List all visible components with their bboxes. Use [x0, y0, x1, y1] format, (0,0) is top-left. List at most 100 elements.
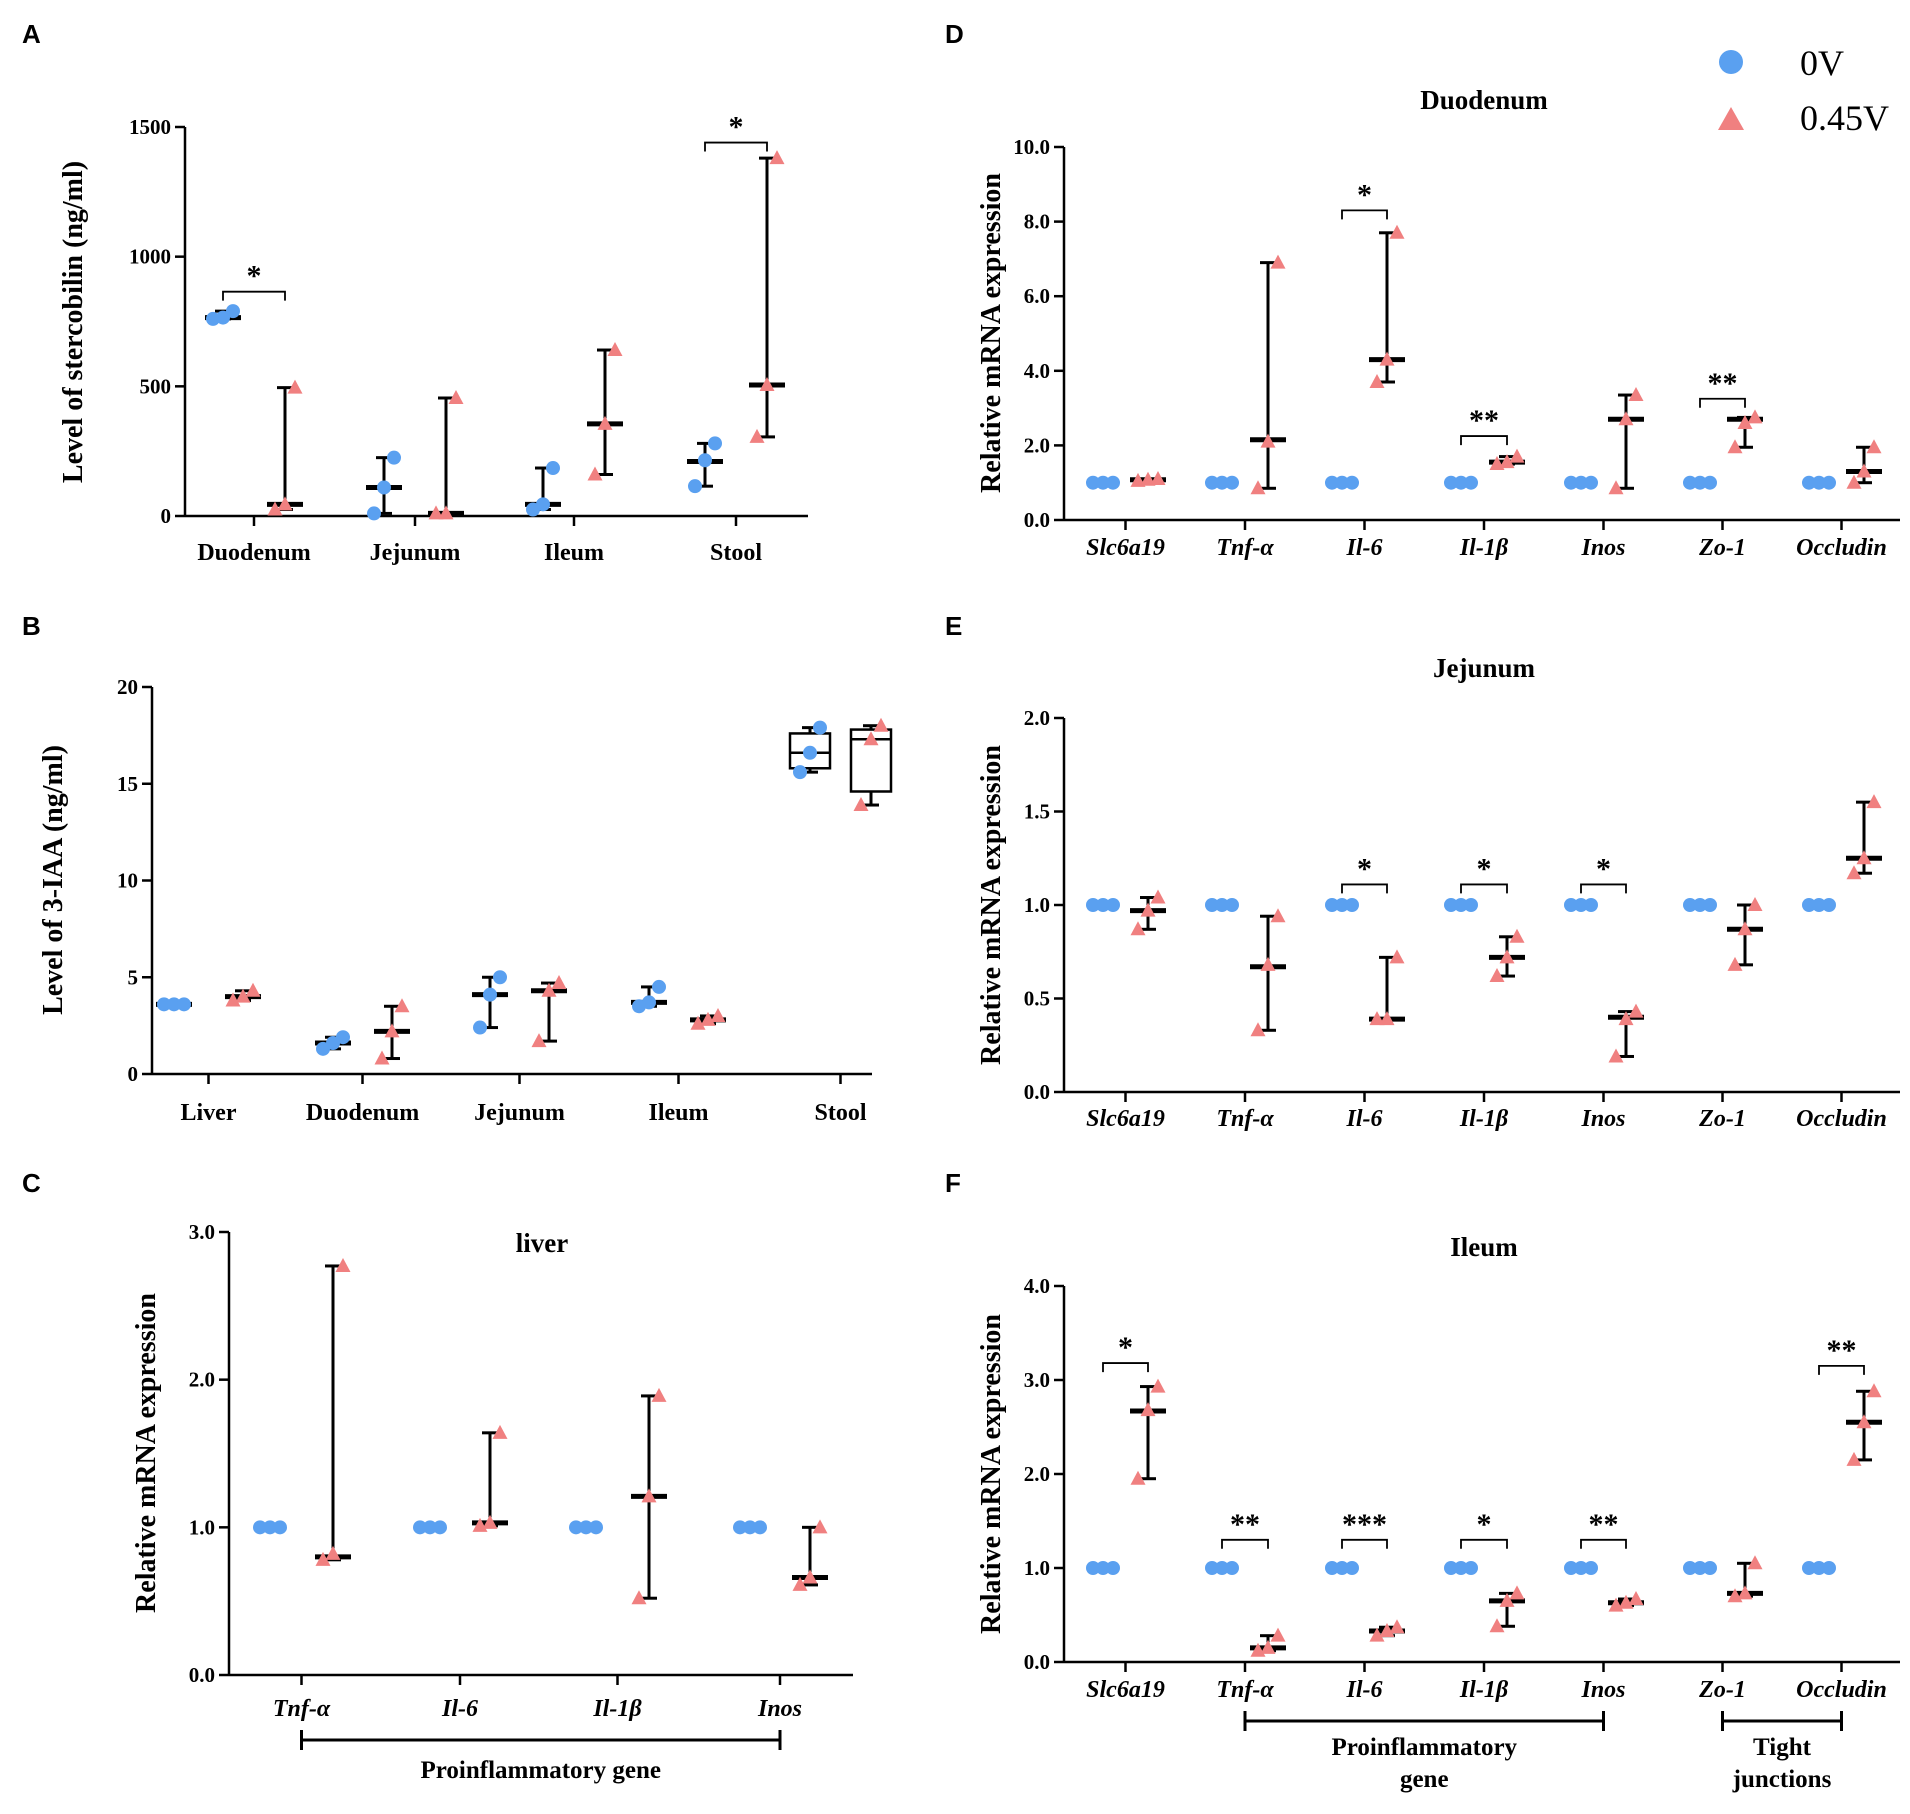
data-point-045v [1250, 480, 1266, 495]
x-tick-label-inos: Inos [1580, 1677, 1625, 1703]
data-point-0v [1683, 898, 1697, 912]
data-point-0v [1574, 1561, 1588, 1575]
data-point-045v [287, 379, 303, 394]
data-point-045v [1130, 472, 1146, 487]
group-label-text: Proinflammatory [1331, 1734, 1517, 1761]
significance-bracket [1221, 1538, 1269, 1549]
group-label-tight-junctions: Tight junctions [1721, 1711, 1843, 1793]
data-point-045v [482, 1514, 498, 1529]
panel-letter: B [22, 611, 41, 641]
data-point-0v [1564, 1561, 1578, 1575]
data-group-0v-il-6 [1325, 898, 1359, 912]
data-point-0v [336, 1030, 350, 1045]
significance-label: * [729, 111, 744, 144]
data-point-0v [1454, 898, 1468, 912]
data-point-045v [631, 1590, 647, 1605]
data-group-0v-duodenum [315, 1030, 351, 1056]
data-point-0v [569, 1520, 583, 1535]
significance-bracket [1580, 883, 1627, 894]
data-point-045v [587, 466, 603, 481]
data-group-0-45v-il-1 [631, 1387, 667, 1605]
data-point-0v [1345, 475, 1359, 490]
data-group-0v-tnf [1205, 1561, 1239, 1575]
y-tick-label: 3.0 [189, 1220, 215, 1244]
data-point-045v [853, 797, 869, 812]
x-tick-label-stool: Stool [814, 1100, 866, 1126]
data-group-0-45v-jejunum [428, 390, 464, 520]
data-point-0v [1444, 1561, 1458, 1575]
significance-label: * [1596, 852, 1611, 885]
data-point-045v [1260, 956, 1276, 971]
data-point-0v [226, 304, 240, 319]
data-group-0-45v-ileum [690, 1007, 726, 1030]
data-group-0v-tnf [253, 1520, 287, 1535]
data-point-045v [1727, 956, 1743, 971]
y-tick-label: 2.0 [1024, 1462, 1050, 1486]
data-group-0-45v-il-6 [1369, 949, 1405, 1026]
y-tick-label: 500 [140, 374, 172, 398]
x-tick-label-tnf: Tnf-α [1216, 535, 1274, 561]
significance-bracket [1102, 1362, 1149, 1373]
y-tick-label: 6.0 [1024, 284, 1050, 308]
data-group-0-45v-tnf [315, 1257, 351, 1566]
group-label-proinflammatory-gene: Proinflammatory gene [1243, 1711, 1605, 1793]
data-point-045v [1737, 921, 1753, 936]
chart-title: Ileum [1450, 1232, 1518, 1262]
data-point-0v [1693, 475, 1707, 490]
y-tick-label: 10.0 [1013, 135, 1050, 159]
data-point-0v [1444, 475, 1458, 490]
significance-bracket [1580, 1538, 1627, 1549]
data-point-045v [448, 390, 464, 405]
data-group-0-45v-liver [225, 982, 261, 1007]
data-group-0-45v-tnf [1250, 908, 1286, 1037]
data-point-045v [438, 505, 454, 520]
data-point-0v [803, 745, 817, 760]
data-point-0v [1325, 475, 1339, 490]
data-point-0v [1225, 475, 1239, 490]
data-point-0v [387, 450, 401, 465]
significance-label: * [247, 260, 262, 293]
significance-label: * [1477, 852, 1492, 885]
y-axis-label: Relative mRNA expression [976, 745, 1007, 1065]
data-point-0v [536, 497, 550, 512]
data-point-0v [1325, 1561, 1339, 1575]
data-group-0v-jejunum [472, 970, 508, 1035]
data-point-0v [1464, 1561, 1478, 1575]
data-point-0v [652, 979, 666, 994]
data-point-045v [759, 377, 775, 392]
data-point-0v [579, 1520, 593, 1535]
data-point-045v [1379, 351, 1395, 366]
data-point-0v [1454, 1561, 1468, 1575]
data-group-0-45v-duodenum [267, 379, 303, 516]
panel-letter: A [22, 19, 41, 49]
data-point-0v [1086, 475, 1100, 490]
data-point-045v [1856, 850, 1872, 865]
data-point-045v [277, 496, 293, 511]
data-point-0v [698, 453, 712, 468]
data-point-045v [1628, 1003, 1644, 1018]
data-point-0v [473, 1020, 487, 1035]
data-point-045v [700, 1011, 716, 1026]
data-point-045v [384, 1023, 400, 1038]
data-point-0v [157, 997, 171, 1012]
data-point-0v [1335, 898, 1349, 912]
data-point-0v [1106, 1561, 1120, 1575]
data-point-045v [394, 998, 410, 1013]
data-point-045v [1846, 1451, 1862, 1466]
data-point-0v [1584, 475, 1598, 490]
data-point-045v [1270, 1627, 1286, 1642]
data-point-045v [1150, 889, 1166, 904]
data-point-0v [1225, 898, 1239, 912]
y-tick-label: 15 [117, 772, 138, 796]
significance-annotation: ** [1460, 404, 1508, 446]
data-point-0v [1574, 475, 1588, 490]
data-group-0v-zo-1 [1683, 475, 1717, 490]
data-point-0v [1584, 1561, 1598, 1575]
x-tick-label-il-1: Il-1β [592, 1696, 642, 1722]
data-point-045v [1260, 433, 1276, 448]
x-tick-label-slc6a19: Slc6a19 [1086, 1106, 1165, 1132]
x-tick-label-inos: Inos [1580, 535, 1625, 561]
x-tick-label-il-1: Il-1β [1459, 535, 1509, 561]
data-point-045v [1150, 1378, 1166, 1393]
data-group-0-45v-inos [792, 1519, 828, 1591]
